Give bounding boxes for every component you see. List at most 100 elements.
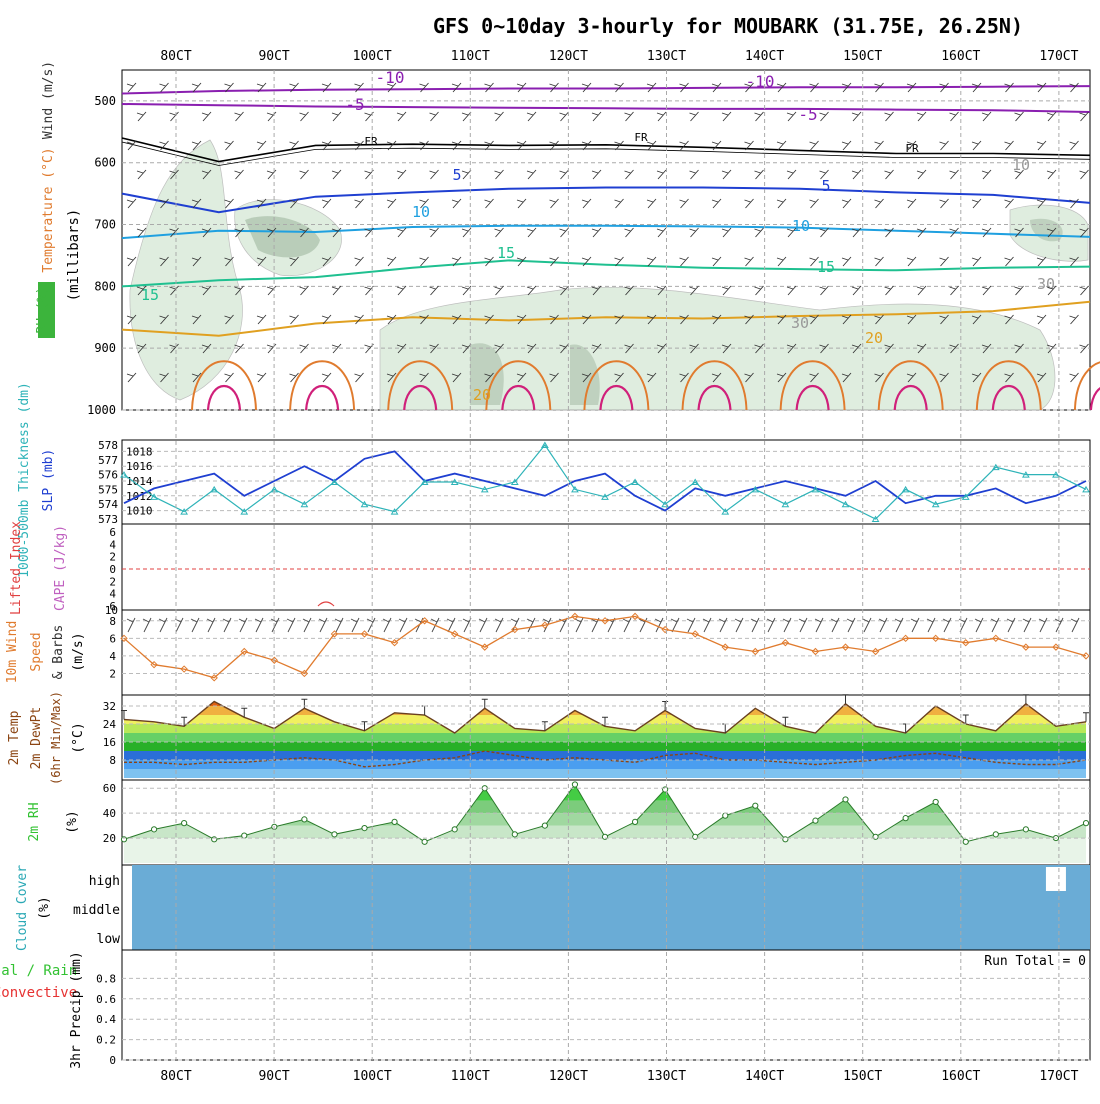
wind-barb xyxy=(1079,343,1089,354)
wind-barb xyxy=(786,285,797,296)
contour-label: -10 xyxy=(376,68,405,87)
rh-band xyxy=(124,838,1086,863)
wind-barb xyxy=(484,372,494,383)
wind-barb xyxy=(656,169,667,180)
time-tick-bottom: 140CT xyxy=(745,1069,784,1084)
wind-barb xyxy=(1079,111,1089,122)
wind-barb xyxy=(396,343,407,354)
wind-barb xyxy=(549,82,559,93)
time-tick-bottom: 80CT xyxy=(160,1069,191,1084)
wind-barb xyxy=(1004,256,1014,267)
wind-barb xyxy=(191,314,202,325)
wind-barb xyxy=(614,140,624,151)
rh-point xyxy=(451,826,458,833)
wind-speed-point xyxy=(962,639,970,647)
rh-point xyxy=(1022,826,1029,833)
slp-tick: 1014 xyxy=(126,475,153,488)
wind-barb xyxy=(776,198,787,209)
thickness-point xyxy=(841,500,850,508)
thickness-point xyxy=(781,500,790,508)
wind-barb xyxy=(689,111,699,122)
wind-speed-point xyxy=(360,630,369,638)
wind-barb xyxy=(169,227,179,238)
wind-speed-point xyxy=(811,647,820,656)
wind-barb xyxy=(971,372,982,383)
wind-speed-point xyxy=(481,643,489,651)
wind-barb xyxy=(494,111,504,122)
time-tick-bottom: 130CT xyxy=(647,1069,686,1084)
wind-barb xyxy=(364,227,374,238)
wind-barb xyxy=(614,198,624,209)
wind-barb xyxy=(971,198,982,209)
time-tick-bottom: 120CT xyxy=(549,1069,588,1084)
rh-point xyxy=(181,820,188,827)
run-total: Run Total = 0 xyxy=(984,954,1086,969)
wind-label: Wind (m/s) xyxy=(41,61,56,139)
thickness-point xyxy=(360,500,369,508)
wind-barb xyxy=(516,372,527,383)
rh-point xyxy=(301,816,308,823)
rh-point xyxy=(150,826,158,833)
wind-barb xyxy=(331,343,342,354)
surface-barb xyxy=(462,617,472,633)
thickness-point xyxy=(300,500,309,508)
slp-label: SLP (mb) xyxy=(41,449,56,512)
cloud-high-bar xyxy=(1045,867,1066,891)
wind-barb xyxy=(874,198,884,209)
rh-point xyxy=(992,831,999,838)
time-tick-top: 130CT xyxy=(647,49,686,64)
rh-point xyxy=(1082,820,1090,827)
wind-barb xyxy=(526,343,537,354)
wind-barb xyxy=(289,372,299,383)
wind-barb xyxy=(169,111,179,122)
wind-barb xyxy=(581,140,592,151)
rh-tick: 20 xyxy=(103,832,116,845)
contour-label: 15 xyxy=(497,244,515,262)
wind-barb xyxy=(874,82,884,93)
wind-barb xyxy=(559,111,569,122)
wind-barb xyxy=(754,285,764,296)
cloud-level-label: low xyxy=(97,932,121,947)
surface-barb xyxy=(158,617,168,633)
rh-tick: 60 xyxy=(103,782,116,795)
wind-barb xyxy=(776,256,787,267)
thickness-point xyxy=(330,478,339,485)
wind-barb xyxy=(981,169,992,180)
wind-barb xyxy=(721,285,732,296)
wind-barb xyxy=(549,314,559,325)
isotherm-20 xyxy=(121,300,1091,337)
surface-barb xyxy=(398,617,408,633)
rh-point xyxy=(120,836,128,843)
wind-barb xyxy=(234,227,244,238)
thickness-tick: 577 xyxy=(98,454,118,467)
surface-barb xyxy=(942,617,952,633)
wind-barb xyxy=(451,198,462,209)
surface-barb xyxy=(910,617,920,633)
wind-barb xyxy=(1036,372,1047,383)
wind-barb xyxy=(754,111,764,122)
mb-tick-label: 500 xyxy=(94,94,116,108)
thickness-point xyxy=(390,508,399,515)
wind-barb xyxy=(484,82,494,93)
wind-barb xyxy=(906,82,917,93)
cloud-level-label: middle xyxy=(73,903,120,918)
surface-barb xyxy=(1006,617,1016,633)
wind-barb xyxy=(484,314,494,325)
surface-barb xyxy=(894,617,904,633)
surface-barb xyxy=(798,617,808,633)
wind-barb xyxy=(906,198,917,209)
contour-label: -5 xyxy=(798,105,817,124)
wind-barb xyxy=(559,343,569,354)
wind-barb xyxy=(711,256,722,267)
wind-barb xyxy=(494,343,504,354)
precip-tick: 0.4 xyxy=(96,1013,116,1026)
wind-barb xyxy=(201,285,212,296)
rh-point xyxy=(782,836,789,843)
wind-barb xyxy=(721,343,732,354)
wind-barb xyxy=(256,372,267,383)
surface-barb xyxy=(990,617,1000,633)
isotherm-25-arc xyxy=(779,360,846,411)
wind-barb xyxy=(809,256,819,267)
thickness-point xyxy=(811,485,820,493)
